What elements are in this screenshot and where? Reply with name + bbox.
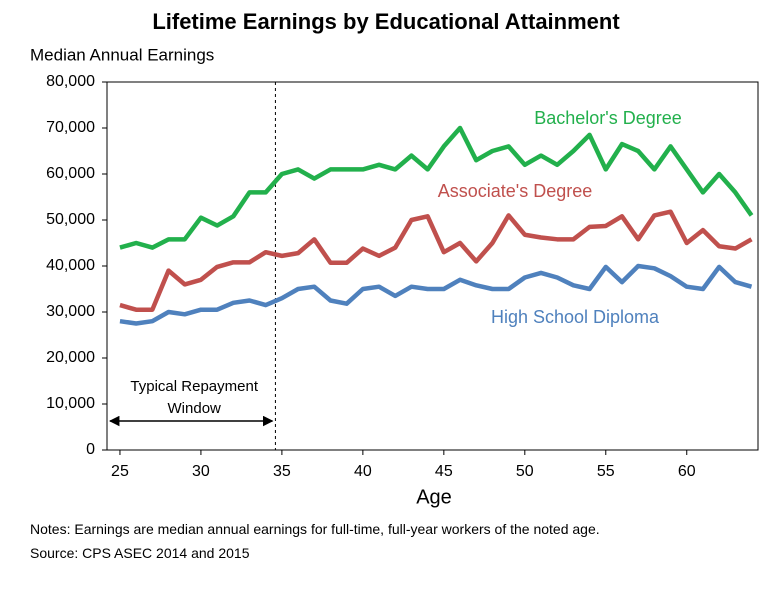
x-axis-title: Age: [416, 486, 452, 508]
x-tick-label: 40: [354, 463, 372, 480]
series-label: High School Diploma: [491, 307, 660, 327]
x-tick-label: 35: [273, 463, 291, 480]
x-tick-label: 50: [516, 463, 534, 480]
notes-text: Notes: Earnings are median annual earnin…: [30, 521, 600, 537]
x-tick-label: 55: [597, 463, 615, 480]
series-label: Bachelor's Degree: [534, 108, 682, 128]
notes: Notes: Earnings are median annual earnin…: [30, 517, 760, 565]
chart: Lifetime Earnings by Educational Attainm…: [30, 9, 759, 508]
source-text: Source: CPS ASEC 2014 and 2015: [30, 545, 250, 561]
y-tick-label: 0: [86, 441, 95, 458]
annotation-text: Window: [168, 400, 222, 417]
y-tick-label: 40,000: [46, 257, 95, 274]
series-line: [119, 263, 753, 326]
series-line: [119, 125, 754, 250]
y-tick-label: 20,000: [46, 349, 95, 366]
y-axis-title: Median Annual Earnings: [30, 45, 214, 64]
series-line: [119, 209, 753, 312]
series-label: Associate's Degree: [438, 181, 593, 201]
y-tick-label: 80,000: [46, 73, 95, 90]
y-tick-label: 50,000: [46, 211, 95, 228]
y-tick-label: 30,000: [46, 303, 95, 320]
x-tick-label: 60: [678, 463, 696, 480]
y-tick-label: 10,000: [46, 395, 95, 412]
chart-title: Lifetime Earnings by Educational Attainm…: [152, 9, 620, 34]
y-tick-label: 60,000: [46, 165, 95, 182]
y-tick-label: 70,000: [46, 119, 95, 136]
x-tick-label: 25: [111, 463, 129, 480]
annotation-text: Typical Repayment: [130, 378, 258, 395]
x-tick-label: 30: [192, 463, 210, 480]
x-tick-label: 45: [435, 463, 453, 480]
